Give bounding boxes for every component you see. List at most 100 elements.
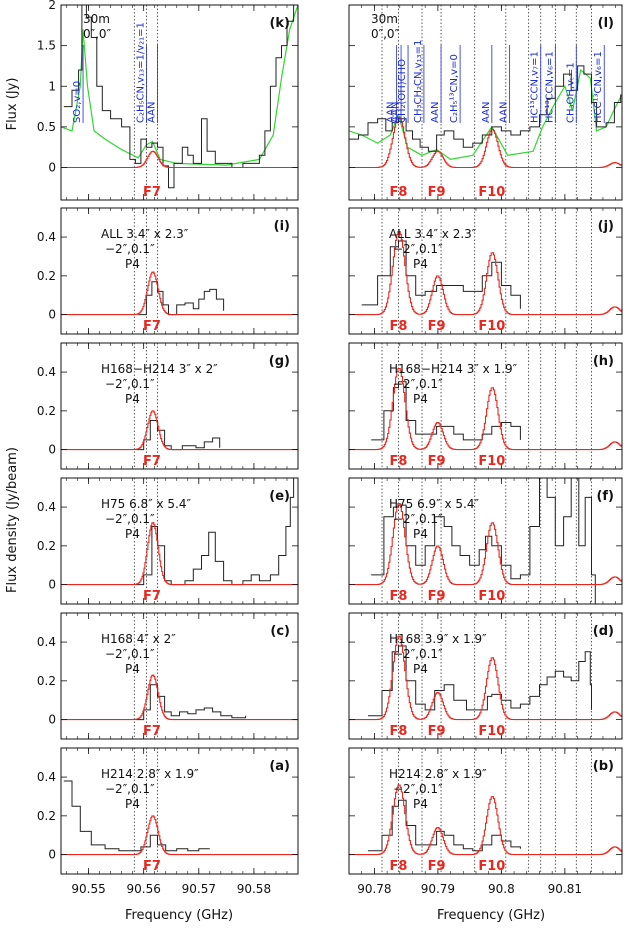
panel-info-line3: P4 — [413, 797, 428, 811]
line-id-label: C₂H₅CN,v₁₃=1/v₂₁=1 — [135, 22, 146, 123]
y-tick-label: 1 — [48, 79, 56, 93]
plot-background — [61, 343, 298, 469]
panel-info-line2: −2″,0.1″ — [393, 782, 443, 796]
panel-letter: (c) — [270, 624, 290, 639]
line-id-label: AAN — [386, 102, 397, 123]
observed-spectrum — [63, 780, 210, 852]
observed-spectrum — [63, 5, 295, 189]
feature-label-f7: F7 — [143, 589, 161, 604]
model-spectrum — [349, 502, 622, 586]
model-spectrum — [349, 231, 622, 316]
plot-area — [61, 748, 298, 874]
panel-info-line1: H168−H214 3″ x 2″ — [101, 362, 218, 376]
plot-area — [61, 613, 298, 739]
line-id-label: AAN — [481, 102, 492, 123]
plot-area — [349, 613, 622, 739]
panel-info-line3: P4 — [125, 662, 140, 676]
panel-info-line2: −2″,0.1″ — [105, 782, 155, 796]
panel-info-line1: 30m — [83, 12, 110, 26]
observed-spectrum — [138, 281, 225, 316]
feature-label-f10: F10 — [478, 454, 505, 469]
panel-c: 0 0.2 0.4 (c) H168 4″ x 2″−2″,0.1″P4 F7 — [37, 612, 299, 740]
observed-spectrum — [135, 684, 247, 721]
feature-label-f8: F8 — [390, 185, 408, 200]
plot-background — [61, 748, 298, 874]
model-spectrum — [349, 367, 622, 451]
panel-info-line2: −2″,0.1″ — [393, 647, 443, 661]
y-tick-label: 2 — [48, 0, 56, 12]
model-spectrum — [61, 150, 298, 169]
x-tick-label: 90.55 — [71, 882, 105, 896]
x-axis-label-left: Frequency (GHz) — [125, 908, 233, 923]
x-tick-label: 90.57 — [182, 882, 216, 896]
line-id-label: AAN — [430, 102, 441, 123]
model-spectrum — [61, 522, 298, 586]
plot-frame — [348, 612, 623, 740]
model-spectrum — [61, 815, 298, 856]
feature-label-f10: F10 — [478, 319, 505, 334]
feature-label-f10: F10 — [478, 724, 505, 739]
plot-area — [349, 748, 622, 874]
observed-spectrum — [361, 240, 521, 309]
panel-letter: (d) — [593, 624, 614, 639]
feature-label-f7: F7 — [143, 319, 161, 334]
panel-info-line1: H168 4″ x 2″ — [101, 632, 176, 646]
feature-label-f8: F8 — [390, 454, 408, 469]
feature-label-f10: F10 — [478, 185, 505, 200]
y-tick-label: 0 — [48, 848, 56, 862]
x-tick-label: 90.79 — [421, 882, 455, 896]
panel-info-line1: H75 6.8″ x 5.4″ — [101, 497, 191, 511]
observed-spectrum — [371, 478, 596, 604]
y-tick-label: 0.4 — [37, 365, 56, 379]
panel-letter: (e) — [269, 489, 290, 504]
panel-k: SO₂,v=0 C₂H₅CN,v₁₃=1/v₂₁=1 AAN 0 0.5 1 1.5 2 (k)… — [37, 0, 299, 201]
y-tick-label: 0 — [48, 308, 56, 322]
feature-label-f10: F10 — [478, 589, 505, 604]
panel-i: 0 0.2 0.4 (i) ALL 3.4″ x 2.3″−2″,0.1″P4 F7 — [37, 207, 299, 335]
panel-letter: (i) — [274, 219, 290, 234]
panel-info-line3: P4 — [125, 257, 140, 271]
panel-info-line1: H214 2.8″ x 1.9″ — [101, 767, 199, 781]
y-tick-label: 0 — [48, 161, 56, 175]
line-id-label: CH₃OH,vₜ=1 — [565, 62, 576, 123]
feature-label-f9: F9 — [428, 185, 446, 200]
panel-info-line1: ALL 3.4″ x 2.3″ — [101, 227, 189, 241]
panel-b: 90.78 90.79 90.8 90.81 (b) H214 2.8″ x 1.9″−2… — [348, 747, 623, 896]
panel-info-line1: H75 6.9″ x 5.4″ — [389, 497, 479, 511]
panel-f: (f) H75 6.9″ x 5.4″−2″,0.1″P4 F8 F9 F10 — [348, 477, 623, 605]
plot-frame — [60, 747, 299, 875]
plot-frame — [348, 4, 623, 201]
plot-background — [61, 478, 298, 604]
panel-letter: (j) — [598, 219, 614, 234]
x-axis-label-right: Frequency (GHz) — [437, 908, 545, 923]
panel-info-line2: 0″,0″ — [371, 27, 400, 41]
model-spectrum — [349, 784, 622, 856]
plot-frame — [60, 207, 299, 335]
observed-spectrum — [135, 478, 295, 586]
plot-area — [349, 343, 622, 469]
x-tick-label: 90.81 — [548, 882, 582, 896]
panel-info-line1: H214 2.8″ x 1.9″ — [389, 767, 487, 781]
feature-label-f9: F9 — [428, 589, 446, 604]
y-axis-label-bottom: Flux density (Jy/beam) — [5, 447, 20, 593]
y-tick-label: 0 — [48, 578, 56, 592]
y-tick-label: 0.2 — [37, 269, 56, 283]
y-tick-label: 0.2 — [37, 404, 56, 418]
plot-frame — [60, 4, 299, 201]
y-tick-label: 0.2 — [37, 539, 56, 553]
plot-area — [349, 478, 622, 604]
y-tick-label: 0.4 — [37, 635, 56, 649]
panel-a: 90.55 90.56 90.57 90.58 0 0.2 0.4 (a) H214 2.8″ … — [37, 747, 299, 896]
panel-letter: (b) — [593, 759, 614, 774]
line-id-label: HC¹³CCN,v₆=1 — [544, 51, 555, 123]
panel-letter: (a) — [269, 759, 290, 774]
panel-h: (h) H168−H214 3″ x 1.9″−2″,0.1″P4 F8 F9 F10 — [348, 342, 623, 470]
y-tick-label: 0.5 — [37, 120, 56, 134]
feature-label-f9: F9 — [428, 454, 446, 469]
plot-frame — [348, 477, 623, 605]
feature-label-f8: F8 — [390, 319, 408, 334]
line-id-label: CH₃CH₂CN,v₁₃=1 — [413, 40, 424, 123]
panel-info-line3: P4 — [413, 392, 428, 406]
panel-info-line2: −2″,0.1″ — [105, 377, 155, 391]
